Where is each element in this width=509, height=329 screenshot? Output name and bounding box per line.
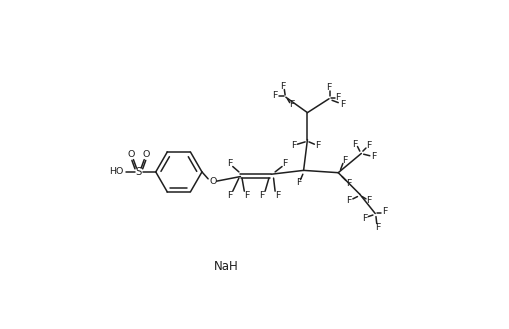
Text: F: F (289, 100, 295, 110)
Text: F: F (227, 191, 233, 200)
Text: F: F (362, 214, 367, 223)
Text: F: F (275, 191, 280, 200)
Text: O: O (209, 177, 216, 186)
Text: F: F (366, 141, 372, 150)
Text: F: F (296, 178, 302, 187)
Text: F: F (282, 159, 288, 168)
Text: F: F (291, 141, 296, 150)
Text: F: F (244, 191, 249, 200)
Text: O: O (127, 150, 135, 160)
Text: O: O (143, 150, 150, 160)
Text: F: F (371, 152, 376, 161)
Text: F: F (342, 156, 347, 165)
Text: F: F (382, 208, 387, 216)
Text: F: F (340, 100, 346, 110)
Text: F: F (346, 179, 352, 188)
Text: HO: HO (109, 167, 123, 176)
Text: F: F (259, 191, 265, 200)
Text: F: F (335, 93, 341, 102)
Text: F: F (366, 196, 372, 205)
Text: F: F (376, 223, 381, 232)
Text: S: S (135, 167, 142, 177)
Text: F: F (227, 159, 233, 168)
Text: F: F (346, 196, 352, 205)
Text: F: F (280, 82, 286, 91)
Text: F: F (272, 91, 278, 100)
Text: NaH: NaH (214, 260, 239, 273)
Text: F: F (316, 141, 321, 150)
Text: F: F (326, 84, 332, 92)
Text: F: F (353, 140, 358, 149)
